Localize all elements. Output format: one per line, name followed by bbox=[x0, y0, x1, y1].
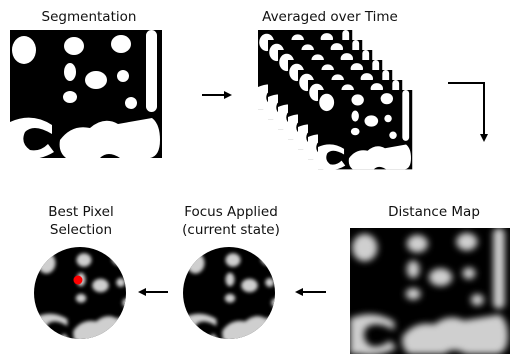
focus-label-line2: (current state) bbox=[182, 222, 280, 238]
focus-label-line1: Focus Applied bbox=[184, 204, 278, 220]
averaged-stack bbox=[258, 30, 413, 171]
best-pixel-label-line1: Best Pixel bbox=[48, 204, 113, 220]
best-pixel-circle bbox=[34, 247, 126, 339]
best-pixel-marker bbox=[73, 275, 83, 285]
distance-map-panel bbox=[350, 228, 510, 354]
arrow-avg-to-distance bbox=[448, 82, 488, 142]
distance-map-label: Distance Map bbox=[388, 204, 480, 220]
segmentation-label: Segmentation bbox=[42, 9, 137, 25]
focus-circle bbox=[183, 247, 275, 339]
averaged-label: Averaged over Time bbox=[262, 9, 398, 25]
segmentation-panel bbox=[10, 30, 162, 158]
best-pixel-label-line2: Selection bbox=[50, 222, 112, 238]
